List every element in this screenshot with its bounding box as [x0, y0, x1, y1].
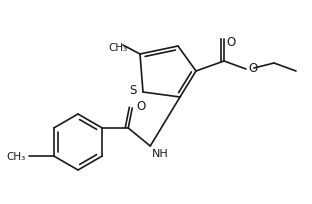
Text: O: O — [248, 62, 257, 75]
Text: O: O — [226, 36, 235, 49]
Text: CH₃: CH₃ — [108, 43, 128, 53]
Text: S: S — [129, 84, 137, 97]
Text: NH: NH — [152, 148, 169, 158]
Text: CH₃: CH₃ — [7, 151, 26, 161]
Text: O: O — [136, 100, 145, 113]
